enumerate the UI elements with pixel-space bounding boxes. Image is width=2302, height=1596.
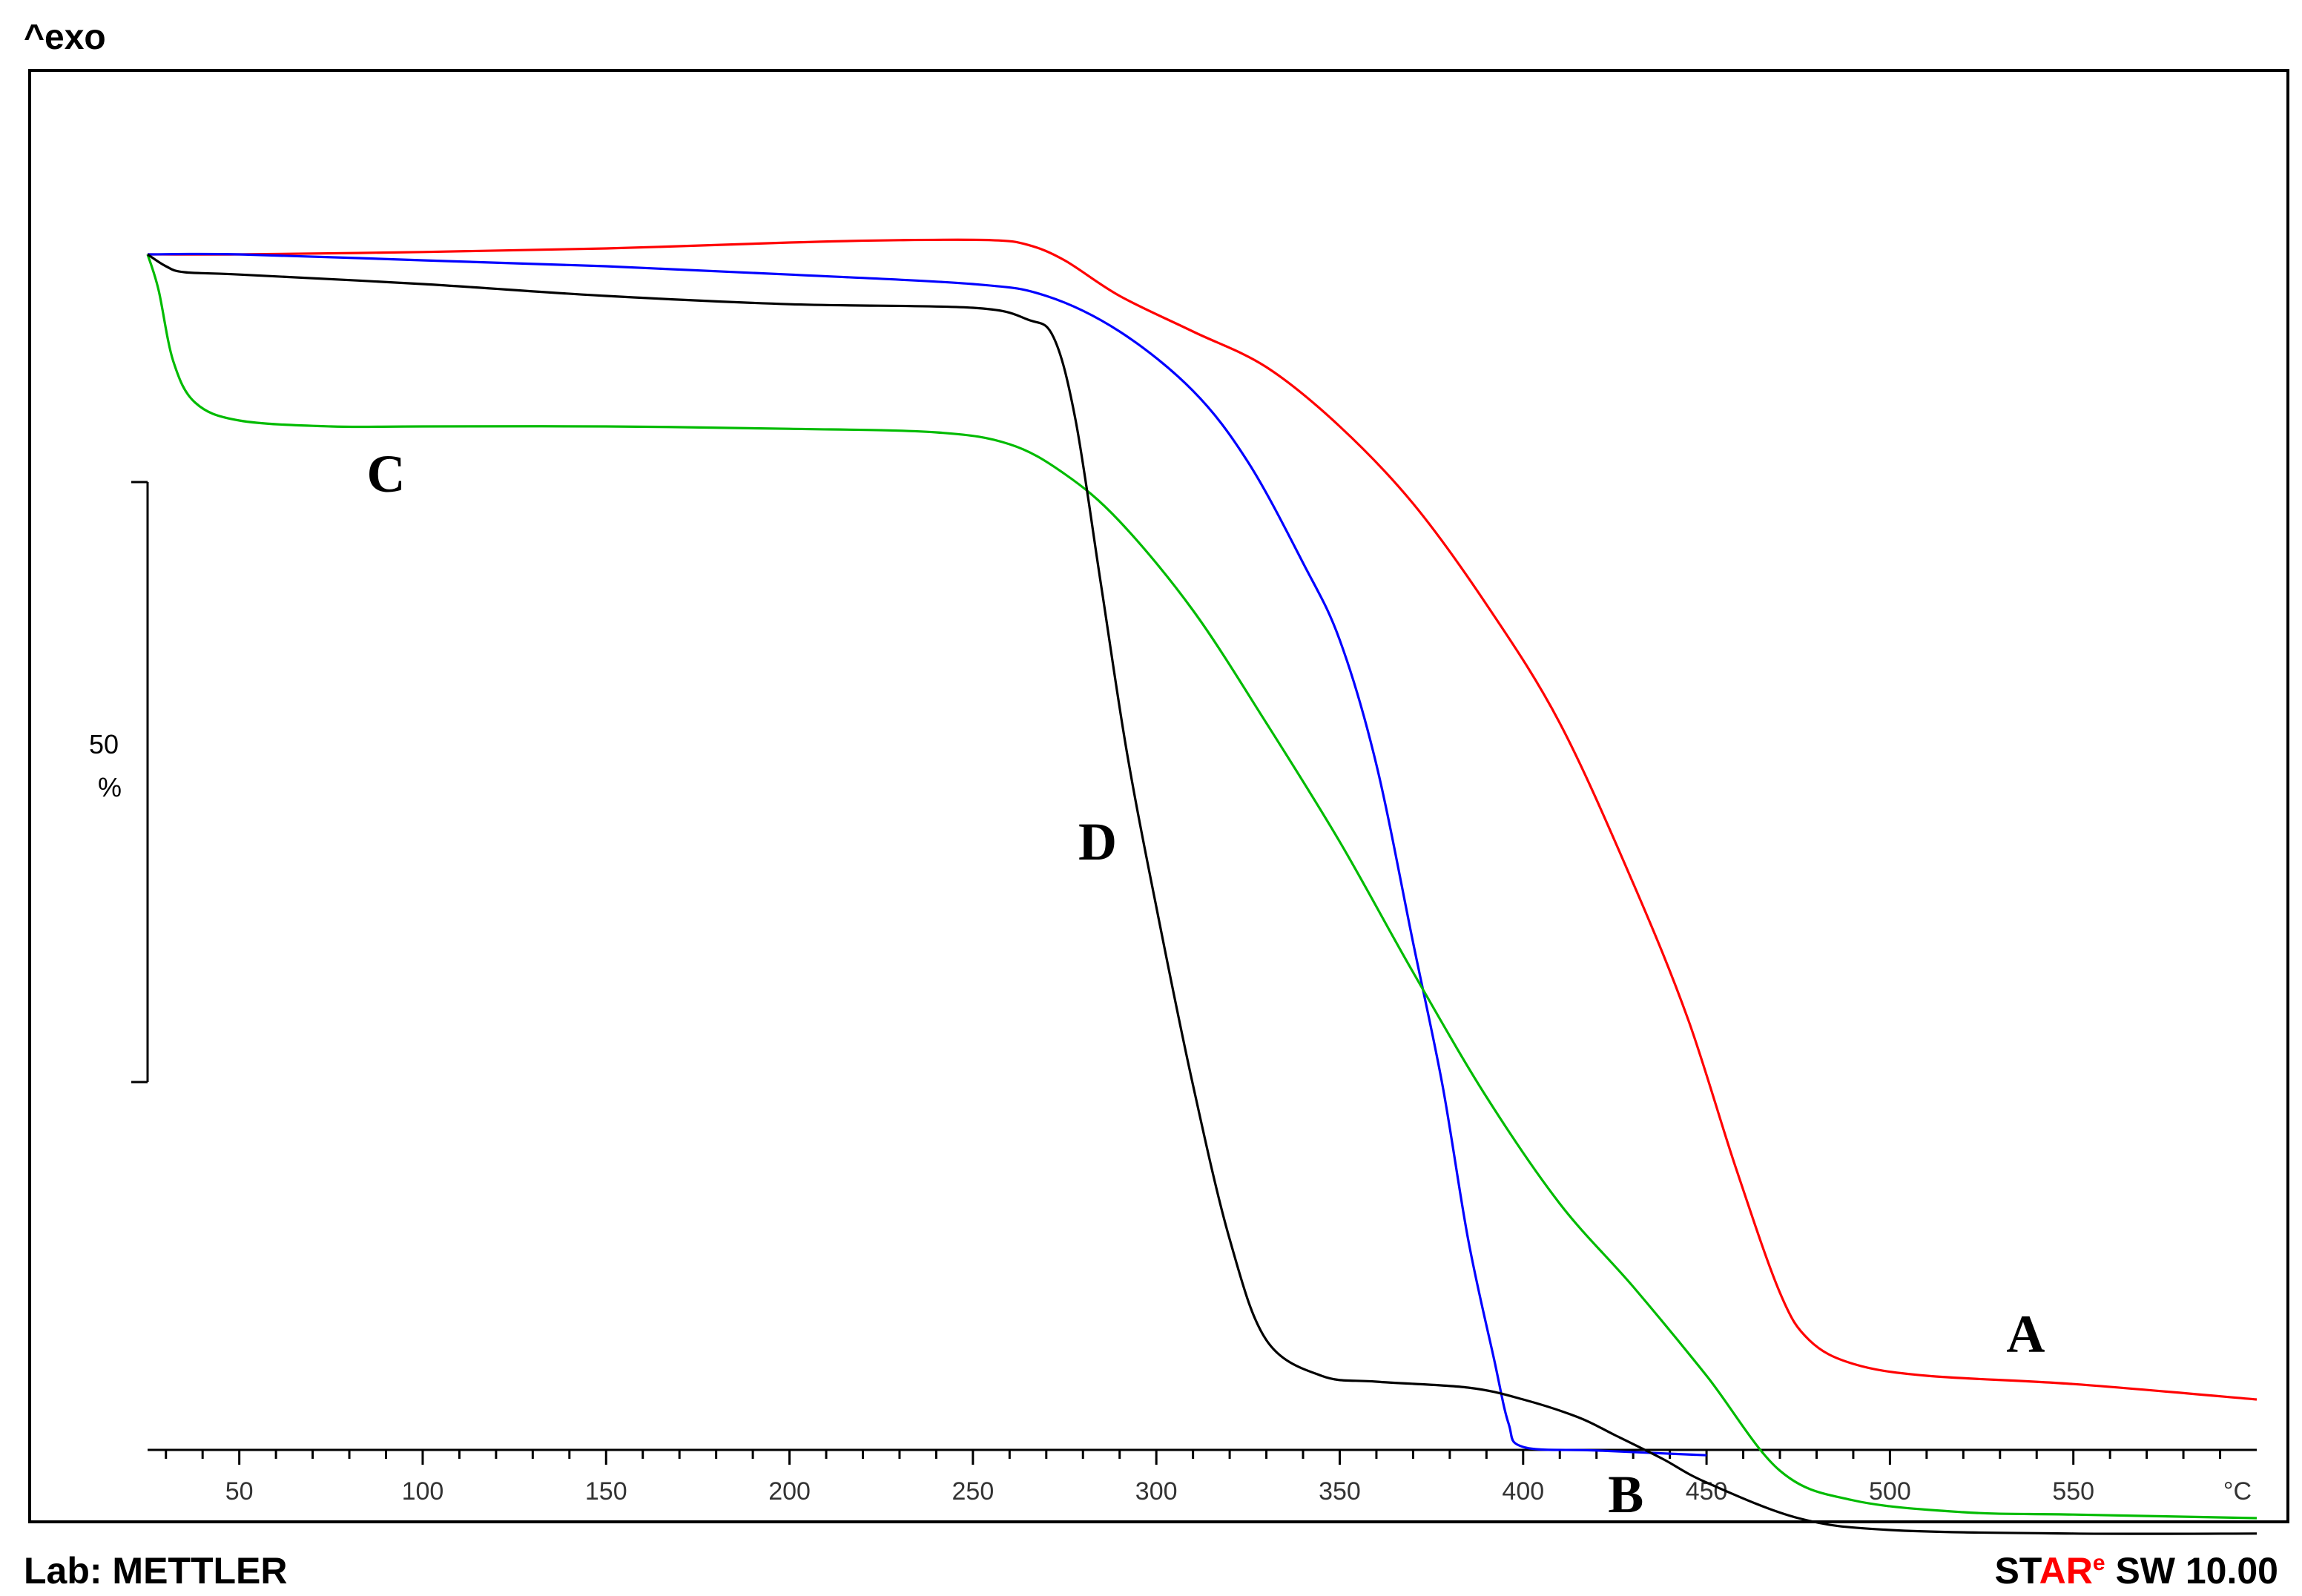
x-tick-label-250: 250 [952, 1477, 995, 1506]
x-tick-label-200: 200 [768, 1477, 811, 1506]
scale-bar-unit: % [98, 772, 122, 802]
x-tick-label-300: 300 [1135, 1477, 1178, 1506]
series-A-line [147, 238, 2258, 1401]
software-accent: AR [2039, 1550, 2093, 1592]
x-tick-label-550: 550 [2052, 1477, 2094, 1506]
x-unit-label: °C [2223, 1477, 2252, 1506]
x-tick-label-350: 350 [1319, 1477, 1361, 1506]
software-label: STARe SW 10.00 [1994, 1550, 2278, 1592]
series-B-line [147, 252, 1707, 1457]
x-ticks [165, 1450, 2222, 1465]
series-C-line [146, 254, 2258, 1520]
lab-label: Lab: METTLER [24, 1550, 288, 1592]
series-C-label: C [366, 444, 405, 504]
series-A-label: A [2006, 1305, 2045, 1364]
x-tick-label-400: 400 [1502, 1477, 1544, 1506]
scale-bar-value: 50 [89, 729, 119, 759]
software-suffix: SW 10.00 [2105, 1550, 2278, 1592]
x-tick-label-500: 500 [1869, 1477, 1911, 1506]
exo-label: ^exo [24, 18, 106, 57]
x-tick-label-150: 150 [585, 1477, 627, 1506]
x-tick-labels: 50 100 150 200 250 300 350 400 450 500 550 [225, 1477, 2094, 1506]
series-D-line [147, 253, 2258, 1535]
x-tick-label-50: 50 [225, 1477, 254, 1506]
software-prefix: ST [1994, 1550, 2041, 1592]
series-D-label: D [1078, 812, 1117, 871]
series-layer [146, 238, 2258, 1535]
x-tick-label-100: 100 [402, 1477, 444, 1506]
plot-frame [28, 69, 2289, 1523]
series-labels: A B C D [366, 444, 2045, 1524]
software-sup: e [2093, 1551, 2105, 1575]
series-B-label: B [1608, 1465, 1643, 1524]
